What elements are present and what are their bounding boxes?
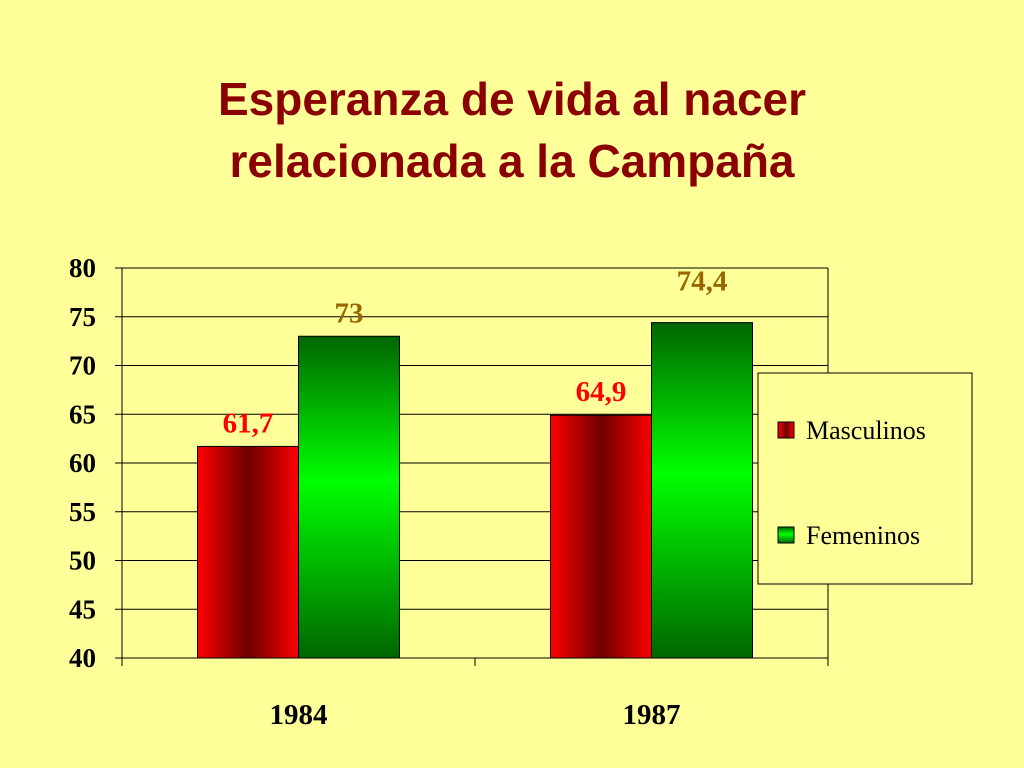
x-category-label: 1987 bbox=[623, 699, 681, 731]
y-tick-label: 70 bbox=[69, 351, 96, 381]
bars bbox=[197, 322, 753, 659]
legend-label: Femeninos bbox=[806, 521, 920, 550]
chart-title: Esperanza de vida al nacer relacionada a… bbox=[0, 68, 1024, 192]
axes: 80 75 70 65 60 55 50 45 40 bbox=[69, 253, 829, 673]
y-tick-label: 60 bbox=[69, 448, 96, 478]
bar-masculinos-1987 bbox=[550, 414, 652, 659]
legend-label: Masculinos bbox=[806, 416, 926, 445]
y-tick-label: 55 bbox=[69, 497, 96, 527]
title-line-2: relacionada a la Campaña bbox=[229, 135, 795, 187]
legend: Masculinos Femeninos bbox=[757, 372, 973, 585]
title-line-1: Esperanza de vida al nacer bbox=[217, 73, 807, 125]
bar-femeninos-1984 bbox=[298, 335, 400, 659]
y-tick-label: 40 bbox=[69, 643, 96, 673]
data-label: 64,9 bbox=[576, 376, 627, 408]
y-tick-label: 65 bbox=[69, 399, 96, 429]
bar-femeninos-1987 bbox=[651, 322, 753, 659]
y-tick-label: 50 bbox=[69, 546, 96, 576]
y-tick-label: 45 bbox=[69, 594, 96, 624]
legend-box bbox=[757, 372, 973, 585]
labels: 61,7 73 1984 64,9 74,4 1987 bbox=[223, 266, 728, 731]
x-category-label: 1984 bbox=[270, 699, 328, 731]
y-tick-label: 80 bbox=[69, 253, 96, 283]
data-label: 74,4 bbox=[677, 266, 728, 298]
data-label: 73 bbox=[335, 297, 364, 329]
data-label: 61,7 bbox=[223, 407, 274, 439]
legend-swatch bbox=[777, 526, 795, 544]
bar-masculinos-1984 bbox=[197, 445, 299, 659]
y-tick-label: 75 bbox=[69, 302, 96, 332]
legend-swatch bbox=[777, 421, 795, 439]
